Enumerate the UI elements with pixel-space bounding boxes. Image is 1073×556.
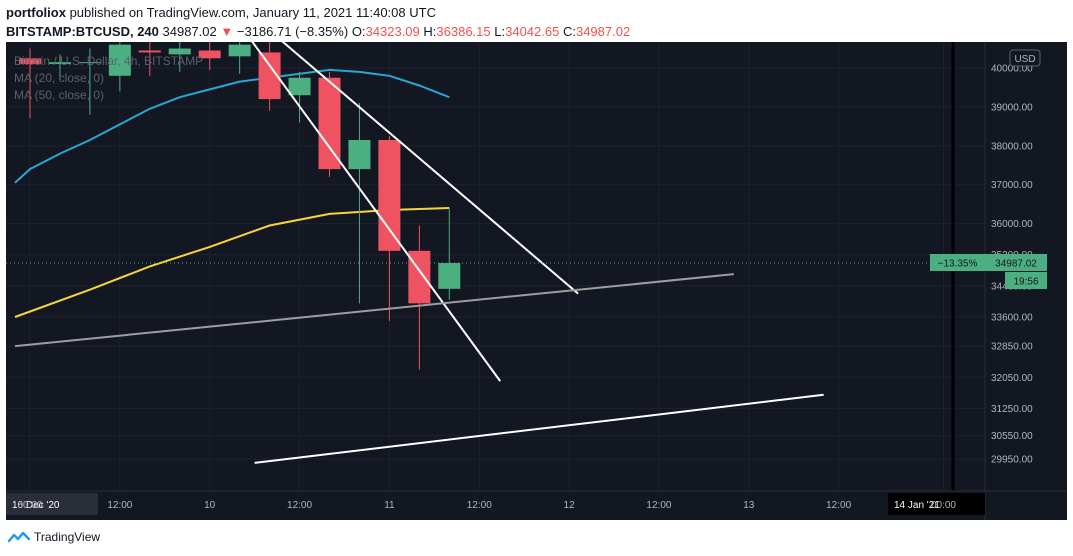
candle-body-7: [228, 44, 251, 57]
x-tick-label-1: 12:00: [107, 500, 132, 511]
trendline-2[interactable]: [14, 273, 734, 348]
y-tick-label-2: 38000.00: [991, 141, 1033, 152]
tradingview-logo-icon: [8, 531, 30, 543]
candle-10: [318, 71, 341, 177]
chart-background: [6, 42, 1067, 520]
low-label: L:: [494, 24, 506, 39]
y-tick-label-7: 33600.00: [991, 312, 1033, 323]
symbol-name: BITSTAMP:BTCUSD, 240: [6, 24, 159, 39]
candle-4: [138, 42, 161, 76]
trendline-1[interactable]: [251, 42, 502, 382]
candle-1: [48, 54, 71, 80]
candle-body-9: [288, 77, 311, 96]
candle-2: [78, 48, 101, 115]
x-tick-label-8: 13: [743, 500, 755, 511]
time-axis-highlights: 16 Dec '20 14 Jan '21: [6, 493, 985, 515]
countdown-badge: 19:56: [1013, 277, 1038, 288]
candle-14: [438, 208, 461, 300]
countdown-badge-bg: [1005, 272, 1047, 290]
close-label: C:: [562, 24, 576, 39]
legend-ma20: MA (20, close, 0): [14, 71, 104, 85]
candle-body-4: [138, 50, 161, 53]
candle-body-11: [348, 139, 371, 170]
candle-body-12: [378, 139, 401, 251]
tradingview-brand[interactable]: TradingView: [34, 530, 101, 544]
candle-body-3: [108, 44, 131, 76]
candle-body-0: [19, 58, 41, 65]
date-highlight-right: 14 Jan '21: [894, 500, 940, 511]
candle-9: [288, 71, 311, 123]
price-chart[interactable]: Bitcoin / U.S. Dollar, 4h, BITSTAMP MA (…: [6, 42, 1067, 520]
last-price: 34987.02: [162, 24, 217, 39]
symbol-info: BITSTAMP:BTCUSD, 240 34987.02 ▼ −3186.71…: [6, 23, 1066, 41]
x-tick-label-3: 12:00: [287, 500, 312, 511]
publish-info: portfoliox published on TradingView.com,…: [6, 4, 1066, 22]
author-name[interactable]: portfoliox: [6, 5, 66, 20]
legend-ma50: MA (50, close, 0): [14, 88, 104, 102]
x-tick-label-4: 11: [384, 500, 395, 511]
y-tick-label-3: 37000.00: [991, 180, 1033, 191]
time-axis[interactable]: 00:00 12:00 10 12:00 11 12:00 12 12:00 13 12:00 00…: [17, 500, 956, 511]
change-pct-badge: −13.35%: [938, 259, 978, 270]
open-label: O:: [351, 24, 366, 39]
price-badges: −13.35% 34987.02 19:56: [930, 254, 1047, 290]
chart-header: portfoliox published on TradingView.com,…: [6, 4, 1066, 42]
y-tick-label-1: 39000.00: [991, 102, 1033, 113]
trendlines[interactable]: [14, 42, 824, 464]
change-pct-badge-bg: [930, 254, 985, 272]
candle-6: [198, 42, 221, 70]
candle-0: [19, 48, 41, 119]
open-value: 34323.09: [365, 24, 420, 39]
low-value: 34042.65: [505, 24, 560, 39]
candles: [19, 42, 461, 370]
candle-3: [108, 42, 131, 92]
currency-label: USD: [1014, 54, 1035, 65]
candle-body-2: [78, 62, 101, 64]
currency-badge-bg: [1009, 49, 1041, 67]
date-highlight-left-bg: [6, 493, 98, 515]
date-highlight-left: 16 Dec '20: [12, 500, 60, 511]
candle-body-1: [48, 62, 71, 65]
candle-11: [348, 103, 371, 304]
last-price-badge-bg: [985, 254, 1047, 272]
date-highlight-right-bg: [888, 493, 985, 515]
x-tick-label-0: 00:00: [17, 500, 42, 511]
y-tick-label-8: 32850.00: [991, 342, 1033, 353]
high-value: 36386.15: [436, 24, 491, 39]
published-text: published on TradingView.com, January 11…: [69, 5, 436, 20]
high-label: H:: [423, 24, 437, 39]
candle-body-14: [438, 263, 461, 289]
ma20-line: [14, 68, 450, 184]
trendline-3[interactable]: [254, 393, 824, 464]
y-tick-label-4: 36000.00: [991, 219, 1033, 230]
x-tick-label-9: 12:00: [826, 500, 851, 511]
y-tick-label-10: 31250.00: [991, 404, 1033, 415]
chart-legend: Bitcoin / U.S. Dollar, 4h, BITSTAMP MA (…: [14, 54, 203, 102]
y-tick-label-11: 30550.00: [991, 431, 1033, 442]
x-tick-label-2: 10: [204, 500, 216, 511]
trendline-0[interactable]: [281, 42, 579, 295]
price-change: −3186.71 (−8.35%): [236, 24, 349, 39]
candle-body-6: [198, 50, 221, 59]
x-tick-label-6: 12: [564, 500, 576, 511]
candle-body-10: [318, 77, 341, 170]
candle-7: [228, 42, 251, 74]
x-tick-label-7: 12:00: [646, 500, 671, 511]
y-tick-label-9: 32050.00: [991, 373, 1033, 384]
x-tick-label-5: 12:00: [467, 500, 492, 511]
close-value: 34987.02: [575, 24, 631, 39]
candle-body-5: [168, 48, 191, 55]
y-tick-label-0: 40000.00: [991, 64, 1033, 75]
candle-5: [168, 42, 191, 72]
down-arrow-icon: ▼: [220, 24, 234, 39]
footer: TradingView: [8, 526, 100, 548]
x-tick-label-10: 00:00: [931, 500, 956, 511]
chart-area[interactable]: Bitcoin / U.S. Dollar, 4h, BITSTAMP MA (…: [6, 42, 1067, 520]
currency-badge[interactable]: USD: [1009, 49, 1041, 67]
y-tick-label-12: 29950.00: [991, 454, 1033, 465]
candle-body-8: [258, 52, 281, 100]
legend-symbol: Bitcoin / U.S. Dollar, 4h, BITSTAMP: [14, 54, 203, 68]
last-price-badge: 34987.02: [995, 259, 1037, 270]
candle-8: [258, 42, 281, 111]
